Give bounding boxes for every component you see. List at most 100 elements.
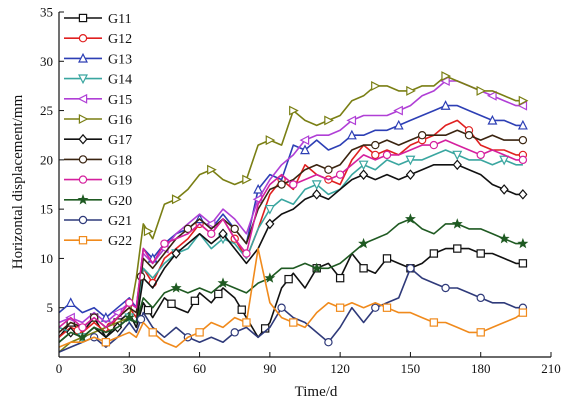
- x-tick-label: 120: [330, 361, 350, 376]
- data-point: [218, 228, 228, 240]
- y-tick-label: 20: [40, 152, 53, 167]
- data-point: [284, 274, 293, 284]
- legend-marker: [78, 52, 88, 63]
- data-point: [371, 150, 380, 160]
- legend-entry: G16: [64, 113, 132, 128]
- data-point: [195, 328, 204, 337]
- legend-entry: G11: [64, 12, 132, 27]
- data-point: [417, 131, 427, 140]
- series-g22: [58, 247, 528, 348]
- data-point: [429, 140, 439, 150]
- data-point: [123, 311, 135, 323]
- legend-marker: [78, 13, 88, 23]
- data-point: [265, 135, 276, 146]
- data-point: [101, 338, 111, 347]
- data-point: [487, 114, 498, 125]
- data-point: [359, 264, 368, 273]
- data-point: [464, 131, 474, 140]
- data-point: [253, 183, 264, 194]
- data-point: [429, 249, 439, 258]
- legend-label: G12: [108, 32, 132, 47]
- data-point: [160, 239, 169, 248]
- data-point: [518, 135, 528, 145]
- y-axis-label: Horizontal displacement/mm: [10, 94, 26, 269]
- data-point: [498, 232, 510, 244]
- data-point: [335, 303, 345, 312]
- data-point: [190, 296, 200, 306]
- x-tick-label: 180: [471, 361, 491, 376]
- data-point: [452, 150, 463, 161]
- legend-entry: G12: [64, 32, 132, 47]
- legend-label: G17: [108, 133, 132, 148]
- data-point: [277, 180, 286, 189]
- y-tick-label: 25: [40, 103, 53, 118]
- data-point: [183, 224, 193, 234]
- data-point: [100, 312, 111, 322]
- legend-label: G14: [108, 73, 132, 88]
- data-point: [300, 144, 310, 155]
- data-point: [518, 189, 528, 200]
- y-tick-label: 5: [47, 300, 54, 315]
- data-point: [499, 184, 509, 195]
- legend-marker: [78, 236, 88, 245]
- series-g16: [58, 71, 529, 353]
- data-point: [289, 318, 298, 327]
- series-g18: [58, 129, 528, 334]
- data-point: [78, 323, 87, 332]
- data-point: [406, 264, 415, 273]
- legend-marker: [78, 155, 88, 164]
- y-tick-label: 15: [40, 202, 53, 217]
- data-point: [265, 218, 275, 230]
- axes-layer: 0 30 60 90 120 150 180 210 5 10 15 20 25 30 35: [40, 5, 561, 377]
- x-tick-label: 30: [123, 361, 136, 376]
- data-point: [242, 249, 251, 258]
- data-point: [518, 308, 528, 317]
- data-point: [346, 115, 357, 126]
- data-point: [518, 259, 528, 268]
- legend-entry: G14: [64, 73, 132, 88]
- data-point: [476, 85, 487, 96]
- legend-entry: G17: [64, 133, 132, 148]
- data-point: [382, 254, 392, 263]
- data-point: [230, 328, 239, 337]
- data-point: [452, 159, 462, 171]
- data-point: [518, 155, 528, 165]
- x-axis-label: Time/d: [295, 384, 338, 400]
- plot-layer: [58, 71, 529, 353]
- data-point: [289, 180, 298, 189]
- legend-entry: G13: [64, 52, 132, 67]
- legend-entry: G18: [64, 153, 132, 168]
- data-point: [335, 273, 345, 283]
- legend-marker: [78, 215, 88, 225]
- data-point: [264, 272, 276, 283]
- data-point: [125, 298, 134, 307]
- y-tick-label: 10: [40, 251, 53, 266]
- data-point: [237, 305, 246, 314]
- legend-label: G15: [108, 93, 132, 108]
- data-point: [371, 303, 380, 312]
- legend-label: G18: [108, 153, 132, 168]
- data-point: [441, 71, 452, 82]
- data-point: [311, 262, 323, 273]
- data-point: [217, 277, 229, 288]
- data-point: [230, 224, 239, 234]
- legend-label: G16: [108, 113, 132, 128]
- legend: G11 G12 G13 G14 G15 G16 G17 G18 G19 G20 G21 G22: [64, 12, 132, 249]
- legend-label: G20: [108, 194, 132, 209]
- data-point: [453, 244, 462, 253]
- data-point: [518, 95, 529, 106]
- data-point: [324, 338, 333, 347]
- data-point: [148, 328, 157, 337]
- data-point: [277, 303, 286, 312]
- series-g21: [58, 264, 528, 353]
- data-point: [143, 305, 153, 315]
- y-tick-label: 35: [40, 5, 53, 20]
- data-point: [207, 229, 216, 238]
- x-tick-label: 60: [193, 361, 206, 376]
- series-line: [58, 119, 523, 338]
- data-point: [264, 204, 275, 215]
- legend-marker: [77, 194, 89, 205]
- data-point: [205, 218, 216, 229]
- data-point: [335, 170, 345, 179]
